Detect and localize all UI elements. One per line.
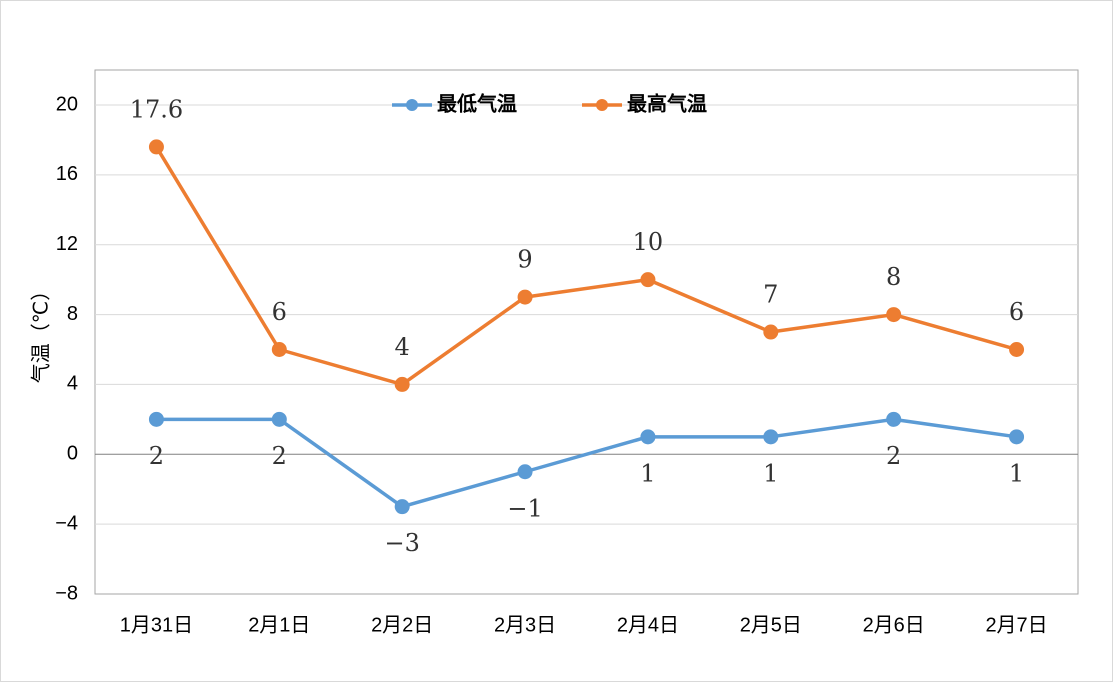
gridlines (95, 104, 1078, 525)
y-tick-label: 20 (56, 93, 78, 115)
data-label: 2 (149, 442, 164, 470)
data-label: 6 (1009, 298, 1024, 326)
y-tick-label: 4 (67, 373, 78, 395)
legend-label: 最低气温 (437, 92, 517, 116)
data-label: 4 (395, 333, 410, 361)
series-line (154, 146, 1018, 387)
data-label: 1 (1009, 459, 1024, 487)
data-point (763, 324, 779, 340)
series-lines (154, 146, 1018, 509)
data-label: 8 (886, 263, 901, 291)
data-label: 7 (763, 281, 778, 309)
y-axis-label: 气温（℃） (29, 281, 53, 383)
y-axis-ticks: −8 −4 0 4 8 12 16 20 (55, 93, 78, 604)
y-tick-label: −8 (55, 582, 78, 604)
y-tick-label: −4 (55, 512, 78, 534)
data-point (886, 411, 902, 427)
data-label: 17.6 (130, 95, 183, 123)
data-label: 9 (517, 246, 532, 274)
data-point (148, 411, 164, 427)
legend-label: 最高气温 (627, 92, 707, 116)
data-labels: 2 2 −3 −1 1 1 2 1 17.6 6 4 9 10 7 8 6 (130, 95, 1024, 557)
x-axis-ticks: 1月31日 2月1日 2月2日 2月3日 2月4日 2月5日 2月6日 2月7日 (120, 614, 1048, 636)
data-point (640, 429, 656, 445)
data-point (640, 272, 656, 288)
data-point (886, 307, 902, 323)
series-line (156, 417, 1017, 509)
data-label: −1 (507, 494, 542, 522)
x-tick-label: 2月4日 (617, 614, 679, 636)
y-tick-label: 12 (56, 233, 78, 255)
legend-marker (406, 99, 418, 111)
x-tick-label: 2月7日 (985, 614, 1047, 636)
data-label: 1 (763, 459, 778, 487)
data-point (394, 499, 410, 515)
data-point (394, 376, 410, 392)
data-label: 2 (272, 442, 287, 470)
data-point (271, 342, 287, 357)
data-point (271, 411, 287, 427)
legend: 最低气温 最高气温 (392, 92, 707, 116)
x-tick-label: 2月1日 (248, 614, 310, 636)
data-point (763, 429, 779, 445)
legend-marker (596, 99, 608, 111)
x-tick-label: 2月2日 (371, 614, 433, 636)
x-tick-label: 2月3日 (494, 614, 556, 636)
data-label: 1 (640, 459, 655, 487)
y-tick-label: 0 (67, 443, 78, 465)
data-point (1009, 342, 1025, 357)
data-label: 10 (633, 228, 664, 256)
x-tick-label: 2月5日 (740, 614, 802, 636)
plot-area (94, 69, 1079, 595)
data-label: −3 (384, 529, 419, 557)
series-points (148, 139, 1025, 515)
data-point (148, 139, 164, 155)
x-tick-label: 2月6日 (863, 614, 925, 636)
data-point (517, 464, 533, 480)
data-label: 6 (272, 298, 287, 326)
x-tick-label: 1月31日 (120, 614, 193, 636)
y-tick-label: 16 (56, 163, 78, 185)
data-label: 2 (886, 442, 901, 470)
y-tick-label: 8 (67, 303, 78, 325)
data-point (1009, 429, 1025, 445)
data-point (517, 289, 533, 305)
